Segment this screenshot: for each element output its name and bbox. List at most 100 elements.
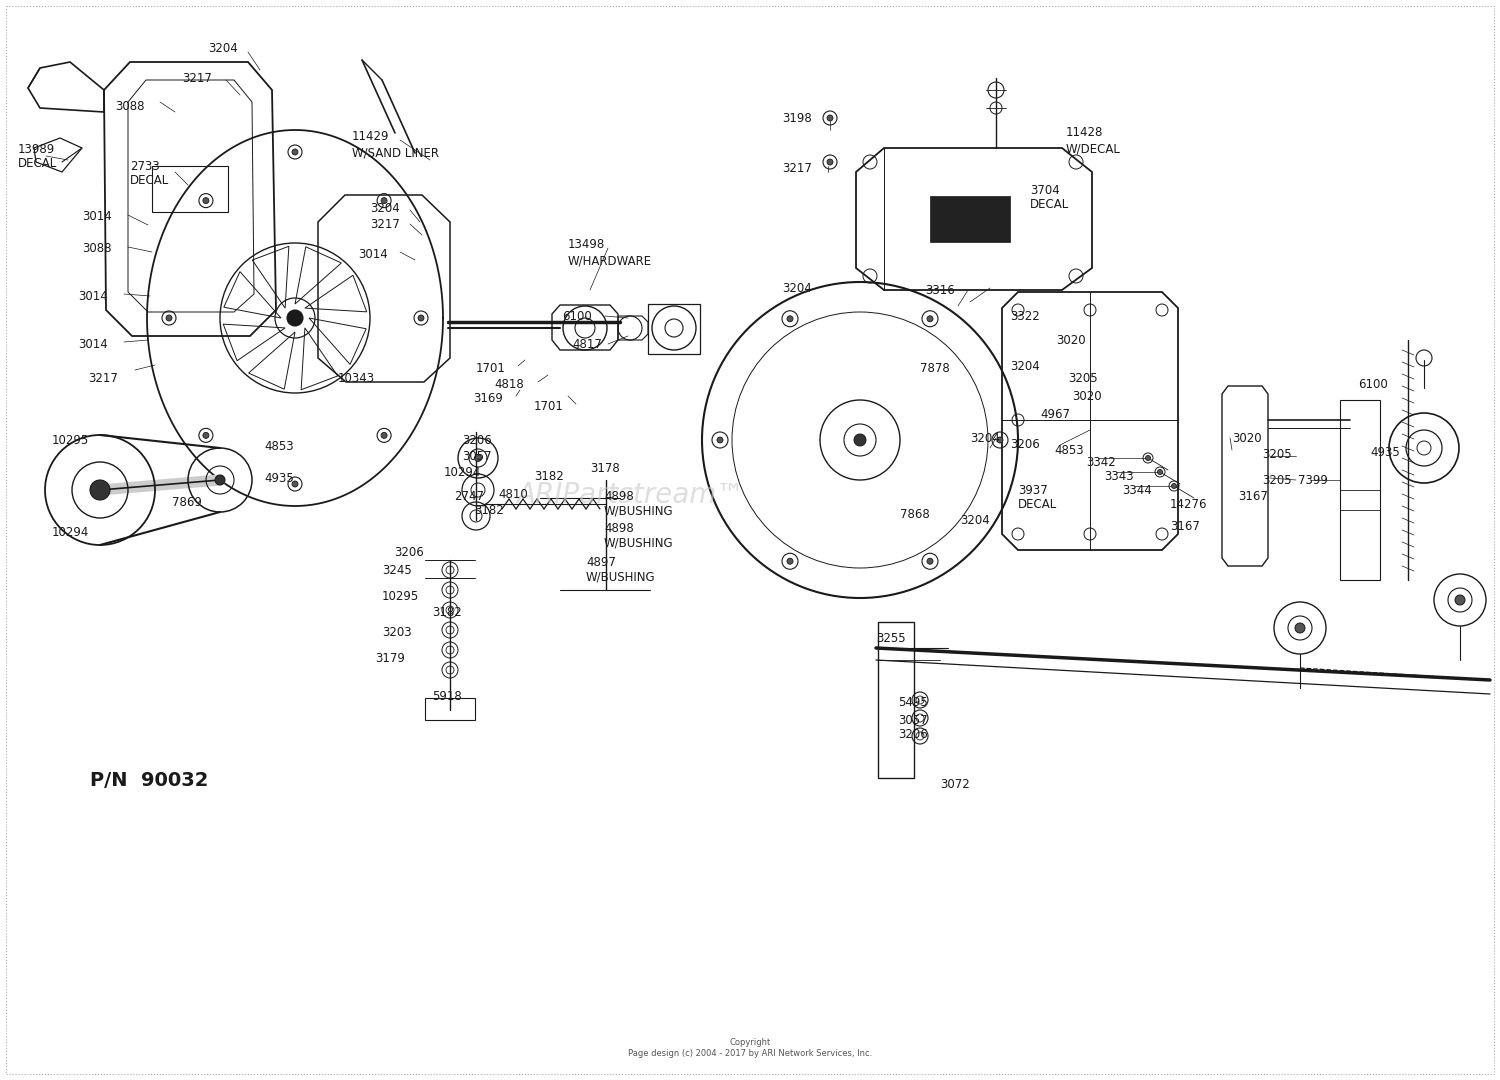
Text: 11428: 11428 <box>1066 126 1104 139</box>
Text: 3204: 3204 <box>970 432 999 445</box>
Circle shape <box>827 159 833 165</box>
Circle shape <box>788 315 794 322</box>
Text: 3179: 3179 <box>375 652 405 665</box>
Text: 7878: 7878 <box>920 362 950 375</box>
Text: 3178: 3178 <box>590 462 620 475</box>
Text: 3205: 3205 <box>1262 474 1292 487</box>
Text: 3203: 3203 <box>382 626 411 639</box>
Text: W/BUSHING: W/BUSHING <box>586 570 656 583</box>
Text: 3217: 3217 <box>370 218 400 231</box>
Text: 4897: 4897 <box>586 556 616 569</box>
Text: 4853: 4853 <box>1054 444 1083 457</box>
Circle shape <box>1172 484 1176 488</box>
Text: 4935: 4935 <box>1370 446 1400 459</box>
Text: DECAL: DECAL <box>18 157 57 170</box>
Text: 7399: 7399 <box>1298 474 1328 487</box>
Text: 3204: 3204 <box>370 202 399 215</box>
Text: 4898: 4898 <box>604 522 633 535</box>
Text: 3088: 3088 <box>82 242 111 255</box>
Circle shape <box>286 310 303 326</box>
Text: 3217: 3217 <box>88 372 118 384</box>
Text: 1701: 1701 <box>534 400 564 413</box>
Circle shape <box>419 315 424 321</box>
Text: 3206: 3206 <box>462 434 492 447</box>
Text: 1701: 1701 <box>476 362 506 375</box>
Text: 3344: 3344 <box>1122 484 1152 497</box>
Text: 3182: 3182 <box>432 606 462 619</box>
Text: 3322: 3322 <box>1010 310 1040 323</box>
Circle shape <box>202 432 208 438</box>
Text: 3014: 3014 <box>82 210 111 222</box>
Text: 3014: 3014 <box>78 338 108 351</box>
Text: 14276: 14276 <box>1170 498 1208 511</box>
Circle shape <box>214 475 225 485</box>
Circle shape <box>474 455 482 461</box>
Circle shape <box>1146 456 1150 460</box>
Text: 2733: 2733 <box>130 160 159 173</box>
Text: 6100: 6100 <box>1358 378 1388 391</box>
Text: 3182: 3182 <box>474 504 504 517</box>
Text: DECAL: DECAL <box>1030 198 1069 211</box>
Text: 3020: 3020 <box>1232 432 1262 445</box>
Text: 3255: 3255 <box>876 632 906 645</box>
Text: 4818: 4818 <box>494 378 524 391</box>
Text: 3014: 3014 <box>358 248 387 261</box>
Text: 3205: 3205 <box>1068 372 1098 384</box>
Text: 5495: 5495 <box>898 696 927 708</box>
Text: 4810: 4810 <box>498 488 528 501</box>
Text: 3342: 3342 <box>1086 456 1116 469</box>
Text: 13989: 13989 <box>18 143 56 156</box>
Polygon shape <box>930 195 1010 242</box>
Text: 3204: 3204 <box>209 42 237 55</box>
Text: W/SAND LINER: W/SAND LINER <box>352 146 440 159</box>
Text: 3020: 3020 <box>1072 390 1101 403</box>
Text: 10295: 10295 <box>53 434 90 447</box>
Circle shape <box>827 114 833 121</box>
Text: 6100: 6100 <box>562 310 591 323</box>
Text: 3204: 3204 <box>960 514 990 527</box>
Text: 13498: 13498 <box>568 238 604 251</box>
Circle shape <box>788 558 794 564</box>
Text: 3206: 3206 <box>394 546 423 559</box>
Text: 3167: 3167 <box>1238 490 1268 503</box>
Circle shape <box>1158 470 1162 474</box>
Text: 3937: 3937 <box>1019 484 1047 497</box>
Text: 3205: 3205 <box>1262 448 1292 461</box>
Circle shape <box>927 558 933 564</box>
Text: 4853: 4853 <box>264 440 294 453</box>
Circle shape <box>1455 595 1466 605</box>
Text: 3088: 3088 <box>116 100 144 113</box>
Text: P/N  90032: P/N 90032 <box>90 770 209 789</box>
Text: DECAL: DECAL <box>1019 498 1058 511</box>
Circle shape <box>381 198 387 204</box>
Text: W/BUSHING: W/BUSHING <box>604 504 674 517</box>
Text: 3169: 3169 <box>472 392 502 405</box>
Text: 3057: 3057 <box>898 714 927 727</box>
Text: 7868: 7868 <box>900 508 930 521</box>
Text: Copyright
Page design (c) 2004 - 2017 by ARI Network Services, Inc.: Copyright Page design (c) 2004 - 2017 by… <box>628 1038 872 1057</box>
Circle shape <box>166 315 172 321</box>
Circle shape <box>381 432 387 438</box>
Circle shape <box>998 437 1004 443</box>
Circle shape <box>292 481 298 487</box>
Text: 3072: 3072 <box>940 778 969 791</box>
Text: ARIPartstream™: ARIPartstream™ <box>516 481 744 509</box>
Text: DECAL: DECAL <box>130 174 170 187</box>
Text: 2747: 2747 <box>454 490 484 503</box>
Text: 4817: 4817 <box>572 338 602 351</box>
Text: 5918: 5918 <box>432 690 462 703</box>
Text: 10294: 10294 <box>444 465 482 480</box>
Circle shape <box>717 437 723 443</box>
Text: W/HARDWARE: W/HARDWARE <box>568 254 652 267</box>
Circle shape <box>1294 623 1305 633</box>
Text: 10294: 10294 <box>53 526 90 539</box>
Text: 10343: 10343 <box>338 372 375 384</box>
Text: 3057: 3057 <box>462 450 492 463</box>
Circle shape <box>853 434 865 446</box>
Text: 4898: 4898 <box>604 490 633 503</box>
Text: 3182: 3182 <box>534 470 564 483</box>
Text: 4935: 4935 <box>264 472 294 485</box>
Text: 3206: 3206 <box>1010 438 1040 451</box>
Text: 7869: 7869 <box>172 496 202 509</box>
Text: 3343: 3343 <box>1104 470 1134 483</box>
